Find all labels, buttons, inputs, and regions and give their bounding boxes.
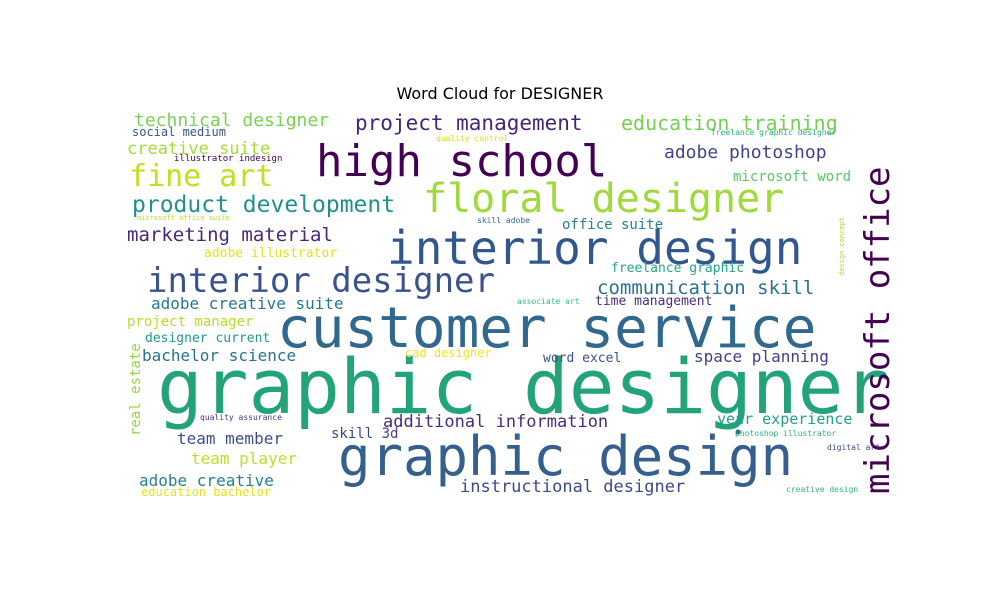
- word-graphic-designer: graphic designer: [157, 342, 889, 431]
- word-skill-adobe: skill adobe: [477, 216, 530, 225]
- word-interior-designer: interior designer: [147, 261, 495, 301]
- word-microsoft-office: microsoft office: [858, 166, 892, 494]
- word-microsoft-office-suite: microsoft office suite: [137, 214, 230, 222]
- word-high-school: high school: [316, 136, 607, 187]
- word-social-medium: social medium: [132, 125, 226, 139]
- word-adobe-creative-suite: adobe creative suite: [151, 294, 344, 313]
- word-quality-assurance: quality assurance: [200, 413, 282, 422]
- word-creative-suite: creative suite: [127, 139, 270, 159]
- chart-title: Word Cloud for DESIGNER: [396, 84, 604, 103]
- word-fine-art: fine art: [129, 159, 274, 194]
- word-team-member: team member: [177, 429, 283, 448]
- word-illustrator-indesign: illustrator indesign: [174, 154, 282, 164]
- word-technical-designer: technical designer: [134, 110, 329, 131]
- word-real-estate: real estate: [128, 343, 144, 436]
- word-education-training: education training: [621, 111, 838, 135]
- word-marketing-material: marketing material: [127, 224, 333, 246]
- word-quality-control: quality control: [436, 134, 508, 143]
- word-digital-art: digital art: [827, 443, 880, 452]
- word-adobe-illustrator: adobe illustrator: [204, 246, 337, 261]
- word-space-planning: space planning: [694, 347, 829, 366]
- word-education-bachelor: education bachelor: [141, 485, 271, 499]
- word-graphic-design: graphic design: [338, 425, 793, 488]
- word-team-player: team player: [191, 449, 297, 468]
- word-cad-designer: cad designer: [405, 346, 492, 360]
- word-photoshop-illustrator: photoshop illustrator: [735, 429, 836, 438]
- word-interior-design: interior design: [387, 221, 802, 275]
- dot-mark: [735, 429, 741, 435]
- word-communication-skill: communication skill: [597, 277, 814, 299]
- word-creative-design: creative design: [786, 485, 858, 494]
- word-microsoft-word: microsoft word: [733, 169, 851, 185]
- word-year-experience: year experience: [717, 410, 852, 428]
- word-freelance-graphic: freelance graphic: [611, 261, 744, 276]
- word-adobe-creative: adobe creative: [139, 471, 274, 490]
- word-design-concept: design concept: [838, 217, 846, 276]
- word-time-management: time management: [595, 294, 712, 309]
- word-project-manager: project manager: [127, 314, 253, 330]
- word-additional-information: additional information: [383, 412, 608, 432]
- word-floral-designer: floral designer: [423, 176, 784, 222]
- word-instructional-designer: instructional designer: [460, 477, 685, 497]
- word-word-excel: word excel: [543, 351, 621, 366]
- word-freelance-graphic-designer: freelance graphic designer: [711, 128, 836, 137]
- word-customer-service: customer service: [277, 296, 816, 361]
- word-bachelor-science: bachelor science: [142, 346, 296, 365]
- word-adobe-photoshop: adobe photoshop: [664, 142, 827, 163]
- word-associate-art: associate art: [517, 297, 580, 306]
- word-office-suite: office suite: [562, 217, 663, 233]
- word-project-management: project management: [355, 111, 583, 135]
- word-skill-3d: skill 3d: [331, 426, 398, 442]
- word-designer-current: designer current: [145, 331, 270, 346]
- word-product-development: product development: [132, 192, 395, 218]
